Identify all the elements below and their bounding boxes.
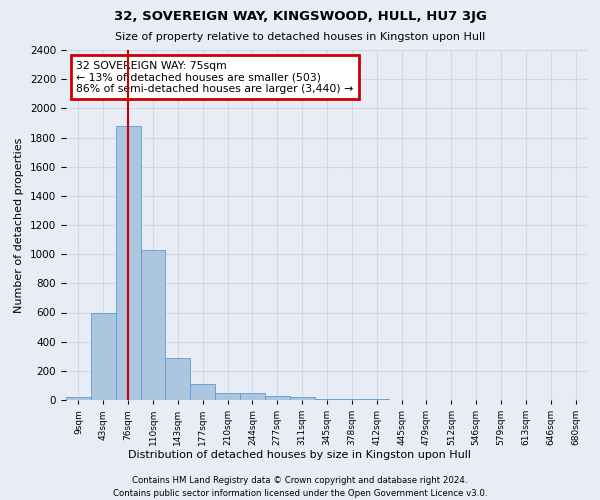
Bar (215, 392, 240, 400)
Bar (190, 384, 215, 400)
Bar (140, 250, 166, 400)
Bar (240, 392, 265, 400)
Bar (116, 126, 140, 400)
Y-axis label: Number of detached properties: Number of detached properties (14, 138, 25, 312)
Text: Distribution of detached houses by size in Kingston upon Hull: Distribution of detached houses by size … (128, 450, 472, 460)
Bar (91, 312, 116, 400)
Bar (290, 397, 314, 400)
Text: Contains HM Land Registry data © Crown copyright and database right 2024.: Contains HM Land Registry data © Crown c… (132, 476, 468, 485)
Text: Size of property relative to detached houses in Kingston upon Hull: Size of property relative to detached ho… (115, 32, 485, 42)
Bar (265, 396, 290, 400)
Text: 32 SOVEREIGN WAY: 75sqm
← 13% of detached houses are smaller (503)
86% of semi-d: 32 SOVEREIGN WAY: 75sqm ← 13% of detache… (76, 60, 353, 94)
Text: 32, SOVEREIGN WAY, KINGSWOOD, HULL, HU7 3JG: 32, SOVEREIGN WAY, KINGSWOOD, HULL, HU7 … (113, 10, 487, 23)
Bar (66, 397, 91, 400)
Bar (166, 358, 190, 400)
Text: Contains public sector information licensed under the Open Government Licence v3: Contains public sector information licen… (113, 489, 487, 498)
